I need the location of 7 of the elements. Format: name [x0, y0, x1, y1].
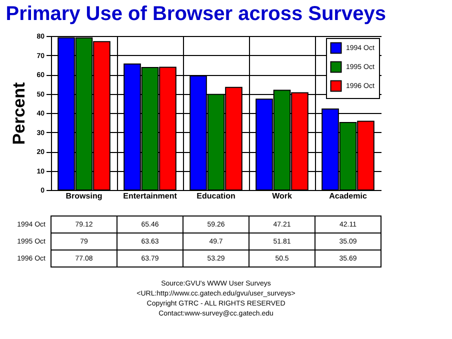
- x-tick-label: Browsing: [66, 192, 102, 200]
- x-tick-label: Academic: [329, 192, 368, 200]
- y-axis-title: Percent: [10, 82, 29, 145]
- x-tick-label: Work: [272, 192, 292, 200]
- chart-title: Primary Use of Browser across Surveys: [6, 3, 386, 25]
- x-tick-label: Entertainment: [123, 192, 178, 200]
- x-tick-label: Education: [196, 192, 236, 200]
